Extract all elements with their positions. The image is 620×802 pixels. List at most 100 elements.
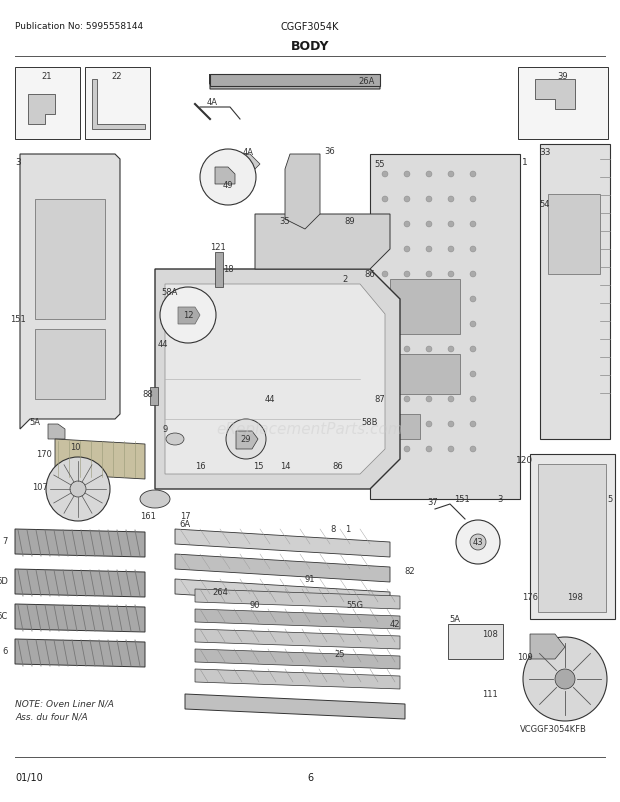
Circle shape — [382, 346, 388, 353]
Text: 01/10: 01/10 — [15, 772, 43, 782]
Circle shape — [382, 322, 388, 327]
Circle shape — [404, 221, 410, 228]
Text: 33: 33 — [539, 148, 551, 157]
Text: 58B: 58B — [361, 418, 378, 427]
Polygon shape — [195, 610, 400, 630]
Circle shape — [404, 346, 410, 353]
Polygon shape — [92, 80, 145, 130]
Text: 37: 37 — [428, 498, 438, 507]
Text: 35: 35 — [280, 217, 290, 225]
Text: 9: 9 — [162, 425, 167, 434]
Text: 4A: 4A — [242, 148, 254, 157]
Text: 36: 36 — [325, 147, 335, 156]
Polygon shape — [215, 168, 235, 184]
Text: 42: 42 — [390, 619, 401, 628]
Circle shape — [160, 288, 216, 343]
Ellipse shape — [140, 490, 170, 508]
Text: 1: 1 — [345, 525, 351, 533]
Circle shape — [426, 322, 432, 327]
Polygon shape — [55, 439, 145, 480]
Polygon shape — [175, 579, 390, 607]
Text: eReplacementParts.com: eReplacementParts.com — [216, 422, 404, 437]
Circle shape — [470, 196, 476, 203]
Text: 2: 2 — [342, 274, 348, 284]
Text: 264: 264 — [212, 587, 228, 596]
Polygon shape — [210, 75, 380, 90]
Text: 82: 82 — [405, 566, 415, 575]
Circle shape — [470, 396, 476, 403]
Polygon shape — [235, 155, 260, 175]
Text: Publication No: 5995558144: Publication No: 5995558144 — [15, 22, 143, 31]
Text: 86: 86 — [332, 462, 343, 471]
Text: CGGF3054K: CGGF3054K — [281, 22, 339, 32]
Ellipse shape — [166, 433, 184, 445]
Bar — [448, 624, 503, 659]
Bar — [215, 253, 223, 288]
Polygon shape — [15, 529, 145, 557]
Text: 12: 12 — [183, 311, 193, 320]
Circle shape — [448, 396, 454, 403]
Text: 44: 44 — [265, 395, 275, 403]
Circle shape — [448, 272, 454, 277]
Circle shape — [404, 447, 410, 452]
Circle shape — [426, 221, 432, 228]
Text: 55: 55 — [374, 160, 385, 168]
Text: 108: 108 — [482, 630, 498, 638]
Circle shape — [470, 534, 486, 550]
Circle shape — [470, 221, 476, 228]
Circle shape — [426, 247, 432, 253]
Polygon shape — [155, 269, 400, 489]
Text: 10: 10 — [69, 443, 80, 452]
Circle shape — [226, 419, 266, 460]
Text: 176: 176 — [522, 593, 538, 602]
Text: 1: 1 — [522, 158, 528, 167]
Circle shape — [382, 297, 388, 302]
Text: 21: 21 — [42, 72, 52, 81]
Text: BODY: BODY — [291, 40, 329, 53]
Text: 120: 120 — [516, 456, 534, 464]
Text: 5A: 5A — [30, 418, 40, 427]
Text: 29: 29 — [241, 435, 251, 444]
Text: 14: 14 — [280, 462, 290, 471]
Polygon shape — [255, 215, 390, 269]
Circle shape — [404, 297, 410, 302]
Circle shape — [523, 638, 607, 721]
Text: 18: 18 — [223, 265, 233, 273]
Polygon shape — [28, 95, 55, 125]
Text: 151: 151 — [10, 315, 26, 324]
Text: 121: 121 — [210, 243, 226, 252]
Bar — [518, 68, 608, 140]
Text: 43: 43 — [472, 538, 484, 547]
Text: 8: 8 — [330, 525, 335, 533]
Text: 5: 5 — [608, 495, 613, 504]
Text: VCGGF3054KFB: VCGGF3054KFB — [520, 724, 587, 734]
Text: NOTE: Oven Liner N/A
Ass. du four N/A: NOTE: Oven Liner N/A Ass. du four N/A — [15, 699, 114, 721]
Text: 6: 6 — [2, 646, 8, 656]
Text: 4A: 4A — [206, 98, 218, 107]
Bar — [538, 464, 606, 612]
Circle shape — [448, 371, 454, 378]
Polygon shape — [175, 529, 390, 557]
Polygon shape — [535, 80, 575, 110]
Bar — [85, 68, 150, 140]
Text: 90: 90 — [250, 600, 260, 610]
Circle shape — [470, 422, 476, 427]
Circle shape — [404, 196, 410, 203]
Circle shape — [382, 396, 388, 403]
Polygon shape — [195, 589, 400, 610]
Polygon shape — [540, 145, 610, 439]
Bar — [150, 387, 158, 406]
Text: 7: 7 — [2, 537, 8, 546]
Circle shape — [448, 422, 454, 427]
Circle shape — [426, 396, 432, 403]
Polygon shape — [195, 669, 400, 689]
Polygon shape — [15, 604, 145, 632]
Text: 26A: 26A — [358, 78, 374, 87]
Text: 87: 87 — [374, 395, 386, 403]
Bar — [15, 68, 80, 140]
Circle shape — [470, 346, 476, 353]
Circle shape — [470, 371, 476, 378]
Circle shape — [426, 371, 432, 378]
Text: 161: 161 — [140, 512, 156, 520]
Circle shape — [382, 272, 388, 277]
